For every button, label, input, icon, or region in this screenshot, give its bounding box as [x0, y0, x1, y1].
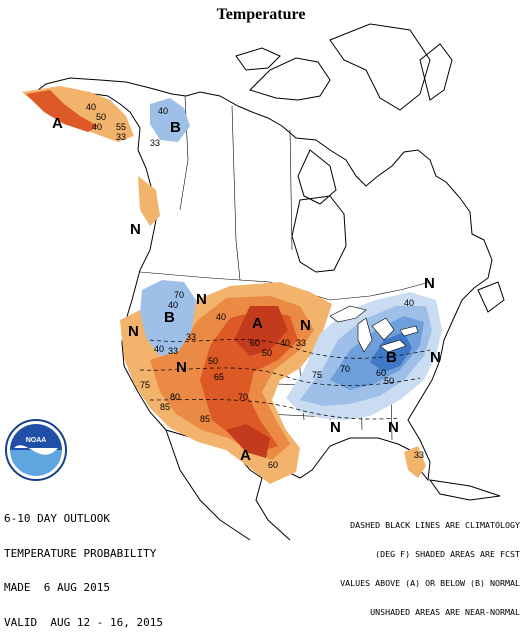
- svg-text:33: 33: [296, 338, 306, 348]
- below-normal-areas: [140, 98, 442, 420]
- outlook-line-1: 6-10 DAY OUTLOOK: [4, 512, 110, 525]
- label-n-minnesota: N: [300, 317, 311, 334]
- svg-text:60: 60: [376, 368, 386, 378]
- legend-text: DASHED BLACK LINES ARE CLIMATOLOGY (DEG …: [340, 502, 520, 627]
- svg-text:50: 50: [208, 356, 218, 366]
- svg-text:40: 40: [216, 312, 226, 322]
- great-lakes: [329, 305, 419, 353]
- svg-text:85: 85: [160, 402, 170, 412]
- legend-line-1: DASHED BLACK LINES ARE CLIMATOLOGY: [350, 520, 520, 531]
- label-n-bc: N: [130, 221, 141, 238]
- svg-text:33: 33: [168, 346, 178, 356]
- label-a-texas: A: [240, 447, 251, 464]
- svg-text:75: 75: [140, 380, 150, 390]
- svg-text:40: 40: [92, 122, 102, 132]
- svg-text:75: 75: [312, 370, 322, 380]
- label-n-oregon: N: [128, 323, 139, 340]
- outlook-line-4: VALID AUG 12 - 16, 2015: [4, 615, 163, 629]
- label-n-gulf: N: [330, 419, 341, 436]
- svg-text:55: 55: [116, 122, 126, 132]
- svg-text:33: 33: [150, 138, 160, 148]
- svg-text:60: 60: [250, 338, 260, 348]
- climatology-lines: [139, 339, 431, 420]
- svg-text:33: 33: [116, 132, 126, 142]
- outlook-line-3: MADE 6 AUG 2015: [4, 581, 110, 594]
- noaa-logo: NOAA: [5, 419, 67, 481]
- coastlines: [29, 23, 505, 541]
- outlook-line-2: TEMPERATURE PROBABILITY: [4, 546, 157, 560]
- svg-text:60: 60: [268, 460, 278, 470]
- noaa-logo-text: NOAA: [26, 437, 47, 444]
- label-b-northwest: B: [164, 309, 175, 326]
- svg-text:33: 33: [186, 332, 196, 342]
- contour-labels: 40 50 40 55 33 40 33 70 40 40 33 33 40 6…: [86, 102, 424, 470]
- svg-text:85: 85: [200, 414, 210, 424]
- category-labels: A B B A A B N N N N N N N N N: [52, 115, 441, 464]
- legend-line-2: (DEG F) SHADED AREAS ARE FCST: [375, 548, 520, 559]
- outlook-caption: 6-10 DAY OUTLOOK TEMPERATURE PROBABILITY…: [4, 490, 163, 640]
- legend-line-4: UNSHADED AREAS ARE NEAR-NORMAL: [370, 606, 520, 617]
- svg-text:50: 50: [384, 376, 394, 386]
- svg-text:80: 80: [170, 392, 180, 402]
- label-n-quebec: N: [424, 275, 435, 292]
- svg-text:40: 40: [168, 300, 178, 310]
- label-n-carolina: N: [388, 419, 399, 436]
- label-n-montana: N: [196, 291, 207, 308]
- label-b-east: B: [386, 349, 397, 366]
- label-a-alaska: A: [52, 115, 63, 132]
- svg-text:40: 40: [158, 106, 168, 116]
- svg-text:50: 50: [96, 112, 106, 122]
- svg-text:40: 40: [404, 298, 414, 308]
- label-a-plains: A: [252, 315, 263, 332]
- label-b-yukon: B: [170, 119, 181, 136]
- above-normal-areas: [22, 86, 426, 484]
- svg-text:50: 50: [262, 348, 272, 358]
- svg-text:70: 70: [174, 290, 184, 300]
- legend-line-3: VALUES ABOVE (A) OR BELOW (B) NORMAL: [340, 577, 520, 588]
- label-n-nevada: N: [176, 359, 187, 376]
- label-n-atlantic: N: [430, 349, 441, 366]
- outlook-map: A B B A A B N N N N N N N N N 40 50 40 5…: [22, 23, 505, 541]
- svg-text:33: 33: [414, 450, 424, 460]
- svg-text:70: 70: [340, 364, 350, 374]
- map-title: Temperature: [216, 6, 306, 23]
- svg-text:40: 40: [154, 344, 164, 354]
- svg-text:40: 40: [86, 102, 96, 112]
- svg-text:40: 40: [280, 338, 290, 348]
- svg-text:65: 65: [214, 372, 224, 382]
- svg-text:70: 70: [238, 392, 248, 402]
